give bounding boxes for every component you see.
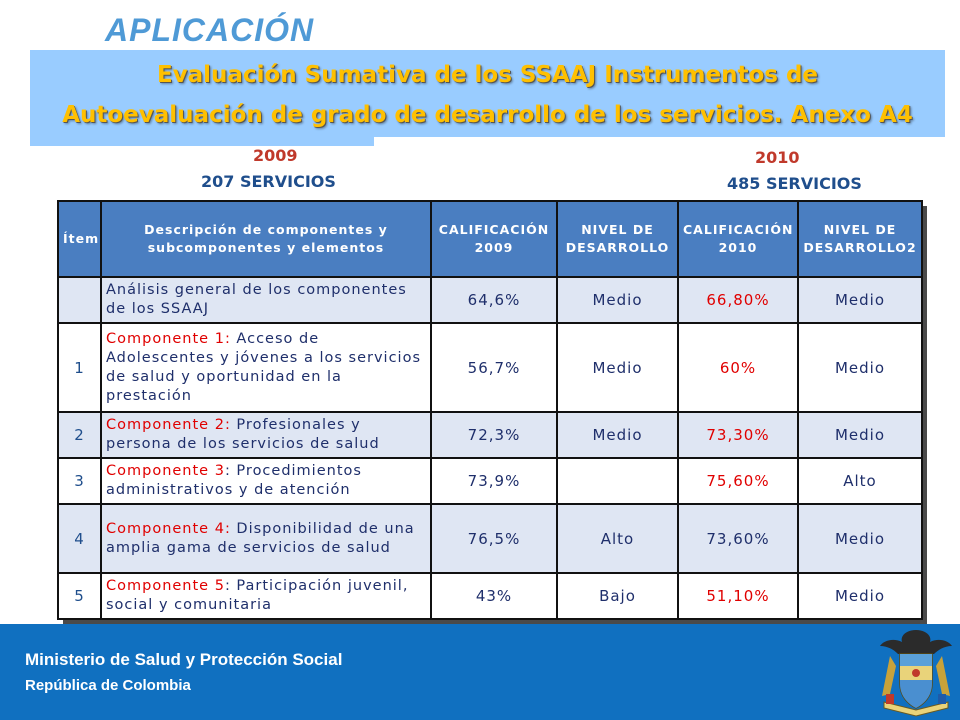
header-nivel2-line-1: NIVEL DE	[823, 222, 897, 237]
row-cal-2010: 73,30%	[677, 411, 799, 459]
header-calificacion-2010: CALIFICACIÓN 2010	[677, 200, 799, 278]
table-header-row: Ítem Descripción de componentes y subcomp…	[57, 200, 923, 278]
row-cal-2010: 51,10%	[677, 572, 799, 620]
header-cal2010-line-2: 2010	[718, 240, 758, 255]
row-description: Componente 2: Profesionales y persona de…	[100, 411, 432, 459]
row-nivel-2009	[556, 457, 679, 505]
table-row: 5 Componente 5: Participación juvenil, s…	[57, 572, 923, 620]
row-nivel-2010: Medio	[797, 503, 923, 574]
row-nivel-2009: Bajo	[556, 572, 679, 620]
header-description: Descripción de componentes y subcomponent…	[100, 200, 432, 278]
row-description: Componente 4: Disponibilidad de una ampl…	[100, 503, 432, 574]
row-item: 4	[57, 503, 102, 574]
row-component-label: Componente 3	[106, 463, 225, 479]
row-nivel-2009: Medio	[556, 322, 679, 413]
row-item: 2	[57, 411, 102, 459]
year-2010-services: 485 SERVICIOS	[727, 174, 862, 193]
title-banner: Evaluación Sumativa de los SSAAJ Instrum…	[30, 50, 945, 146]
row-nivel-2010: Medio	[797, 322, 923, 413]
row-cal-2009: 43%	[430, 572, 558, 620]
row-cal-2010: 75,60%	[677, 457, 799, 505]
header-nivel2-line-2: DESARROLLO2	[803, 240, 917, 255]
header-cal2009-line-1: CALIFICACIÓN	[438, 222, 550, 237]
table-row: Análisis general de los componentes de l…	[57, 276, 923, 324]
row-item: 3	[57, 457, 102, 505]
row-description-text: Disponibilidad de una amplia gama de ser…	[106, 520, 415, 556]
row-nivel-2010: Medio	[797, 276, 923, 324]
table-row: 1 Componente 1: Acceso de Adolescentes y…	[57, 322, 923, 413]
row-item: 5	[57, 572, 102, 620]
banner-title-line-2: Autoevaluación de grado de desarrollo de…	[62, 102, 913, 128]
header-nivel-desarrollo-2: NIVEL DE DESARROLLO2	[797, 200, 923, 278]
row-cal-2010: 73,60%	[677, 503, 799, 574]
republic-name: República de Colombia	[25, 677, 191, 694]
year-2010-label: 2010	[755, 148, 800, 167]
row-description-text: : Procedimientos administrativos y de at…	[106, 463, 362, 498]
row-description: Componente 1: Acceso de Adolescentes y j…	[100, 322, 432, 413]
row-component-label: Componente 4:	[106, 520, 231, 537]
row-description-text: Profesionales y persona de los servicios…	[106, 417, 380, 452]
row-item	[57, 276, 102, 324]
row-description: Análisis general de los componentes de l…	[100, 276, 432, 324]
row-nivel-2009: Alto	[556, 503, 679, 574]
row-nivel-2009: Medio	[556, 411, 679, 459]
page-title: APLICACIÓN	[105, 12, 315, 48]
header-nivel-line-2: DESARROLLO	[565, 240, 670, 255]
header-item: Ítem	[57, 200, 102, 278]
row-cal-2009: 64,6%	[430, 276, 558, 324]
row-cal-2009: 73,9%	[430, 457, 558, 505]
row-item: 1	[57, 322, 102, 413]
row-cal-2010: 60%	[677, 322, 799, 413]
colombia-coat-of-arms-icon	[880, 630, 952, 717]
table-row: 2 Componente 2: Profesionales y persona …	[57, 411, 923, 459]
banner-divider	[374, 137, 945, 151]
row-nivel-2010: Medio	[797, 572, 923, 620]
banner-title-line-1: Evaluación Sumativa de los SSAAJ Instrum…	[156, 62, 819, 88]
row-cal-2009: 56,7%	[430, 322, 558, 413]
row-nivel-2010: Medio	[797, 411, 923, 459]
header-description-line-1: Descripción de componentes y	[144, 222, 388, 237]
year-2009-label: 2009	[253, 146, 298, 165]
header-cal2009-line-2: 2009	[474, 240, 514, 255]
table-row: 4 Componente 4: Disponibilidad de una am…	[57, 503, 923, 574]
row-cal-2009: 76,5%	[430, 503, 558, 574]
header-cal2010-line-1: CALIFICACIÓN	[683, 222, 794, 237]
row-cal-2009: 72,3%	[430, 411, 558, 459]
header-nivel-line-1: NIVEL DE	[581, 222, 654, 237]
row-description: Componente 3: Procedimientos administrat…	[100, 457, 432, 505]
results-table-container: Ítem Descripción de componentes y subcomp…	[57, 200, 927, 624]
footer-bar: Ministerio de Salud y Protección Social …	[0, 624, 960, 720]
header-calificacion-2009: CALIFICACIÓN 2009	[430, 200, 558, 278]
header-description-line-2: subcomponentes y elementos	[147, 240, 385, 255]
row-description: Componente 5: Participación juvenil, soc…	[100, 572, 432, 620]
year-2009-services: 207 SERVICIOS	[201, 172, 336, 191]
row-component-label: Componente 5	[106, 578, 225, 594]
row-component-label: Componente 2:	[106, 417, 231, 433]
ministry-name: Ministerio de Salud y Protección Social	[25, 650, 343, 669]
row-cal-2010: 66,80%	[677, 276, 799, 324]
table-row: 3 Componente 3: Procedimientos administr…	[57, 457, 923, 505]
row-component-label: Componente 1:	[106, 330, 231, 347]
row-description-text: Acceso de Adolescentes y jóvenes a los s…	[106, 330, 421, 404]
row-nivel-2009: Medio	[556, 276, 679, 324]
row-nivel-2010: Alto	[797, 457, 923, 505]
results-table: Ítem Descripción de componentes y subcomp…	[57, 200, 923, 620]
header-nivel-desarrollo: NIVEL DE DESARROLLO	[556, 200, 679, 278]
row-description-text: Análisis general de los componentes de l…	[106, 282, 407, 317]
row-description-text: : Participación juvenil, social y comuni…	[106, 578, 409, 613]
